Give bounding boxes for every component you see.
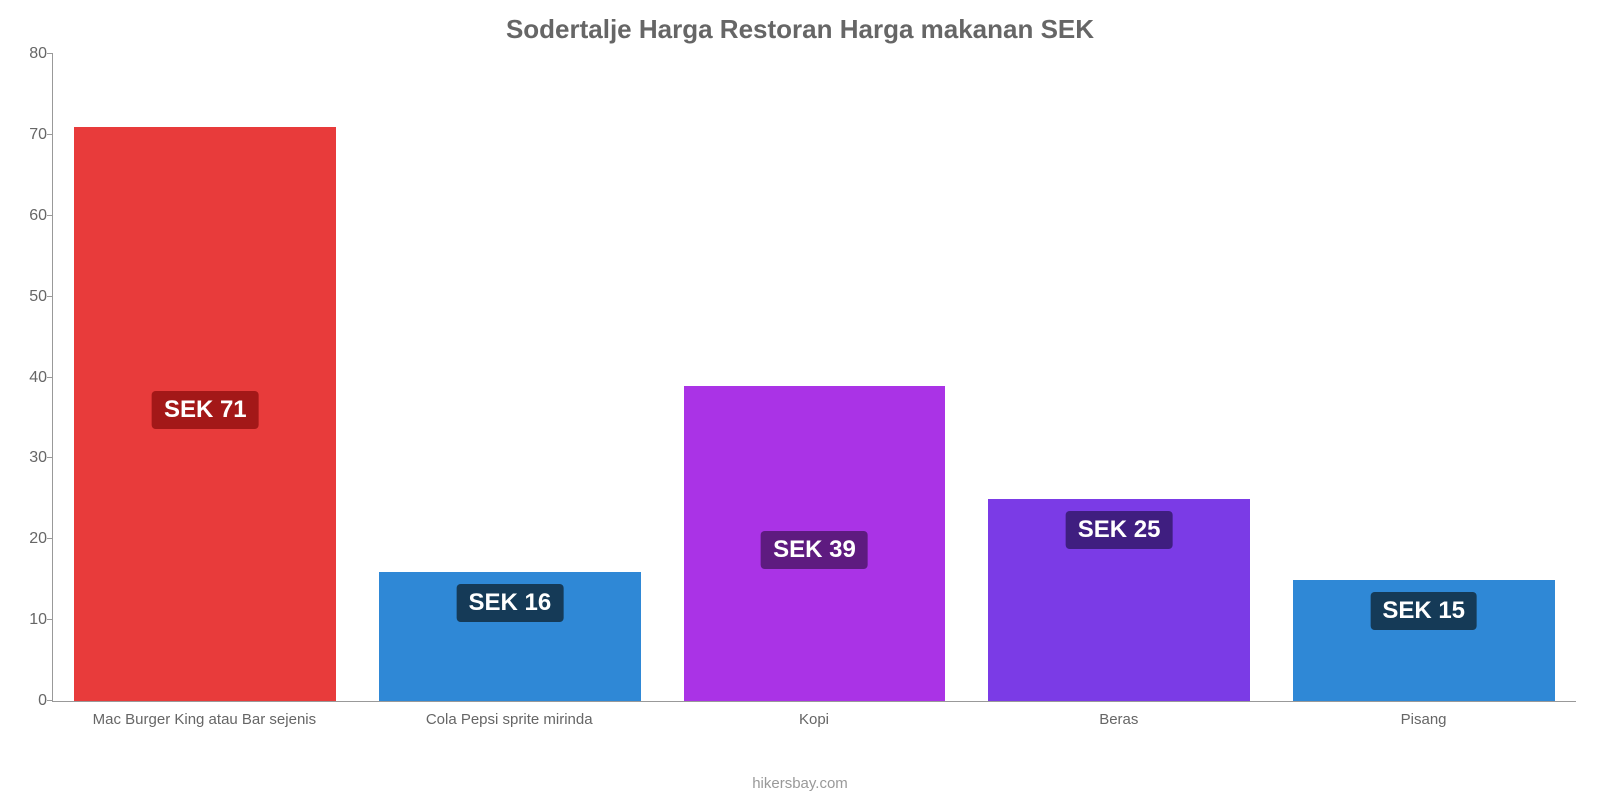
- x-axis-label: Beras: [966, 711, 1271, 728]
- x-axis-label: Cola Pepsi sprite mirinda: [357, 711, 662, 728]
- bar: SEK 71: [74, 127, 336, 701]
- bar: SEK 15: [1293, 580, 1555, 701]
- y-tick-mark: [47, 296, 53, 297]
- plot-area: SEK 71SEK 16SEK 39SEK 25SEK 15 010203040…: [52, 54, 1576, 702]
- x-axis-labels: Mac Burger King atau Bar sejenisCola Pep…: [52, 711, 1576, 728]
- y-tick-mark: [47, 377, 53, 378]
- value-badge: SEK 15: [1370, 592, 1477, 630]
- x-axis-label: Kopi: [662, 711, 967, 728]
- x-axis-label: Pisang: [1271, 711, 1576, 728]
- bars-row: SEK 71 SEK 16 SEK 39 SEK 25 SEK 15: [53, 54, 1576, 701]
- y-tick-mark: [47, 53, 53, 54]
- y-tick-label: 10: [9, 611, 47, 629]
- bar: SEK 16: [379, 572, 641, 701]
- value-badge: SEK 25: [1066, 511, 1173, 549]
- chart-title: Sodertalje Harga Restoran Harga makanan …: [0, 0, 1600, 45]
- y-tick-label: 60: [9, 207, 47, 225]
- y-tick-label: 40: [9, 369, 47, 387]
- value-badge: SEK 16: [457, 584, 564, 622]
- bar: SEK 25: [988, 499, 1250, 701]
- credit-text: hikersbay.com: [0, 775, 1600, 792]
- y-tick-mark: [47, 700, 53, 701]
- y-tick-mark: [47, 457, 53, 458]
- plot-wrapper: SEK 71SEK 16SEK 39SEK 25SEK 15 010203040…: [48, 54, 1576, 730]
- bar-slot: SEK 15: [1271, 54, 1576, 701]
- y-tick-mark: [47, 134, 53, 135]
- value-badge: SEK 71: [152, 391, 259, 429]
- y-tick-label: 0: [9, 692, 47, 710]
- bar-slot: SEK 39: [662, 54, 967, 701]
- y-tick-label: 80: [9, 45, 47, 63]
- y-tick-label: 20: [9, 530, 47, 548]
- bar: SEK 39: [684, 386, 946, 701]
- bar-slot: SEK 71: [53, 54, 358, 701]
- bar-slot: SEK 16: [358, 54, 663, 701]
- bar-slot: SEK 25: [967, 54, 1272, 701]
- y-tick-label: 30: [9, 449, 47, 467]
- x-axis-label: Mac Burger King atau Bar sejenis: [52, 711, 357, 728]
- y-tick-mark: [47, 538, 53, 539]
- y-tick-mark: [47, 619, 53, 620]
- y-tick-label: 70: [9, 126, 47, 144]
- y-tick-label: 50: [9, 288, 47, 306]
- value-badge: SEK 39: [761, 531, 868, 569]
- y-tick-mark: [47, 215, 53, 216]
